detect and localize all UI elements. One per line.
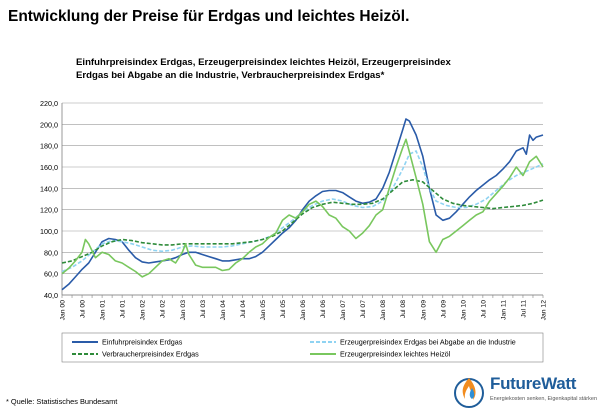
x-tick-label: Jul 09 (440, 300, 447, 318)
x-tick-label: Jan 12 (541, 300, 548, 321)
series-layer (61, 118, 544, 291)
brand-name: FutureWatt (490, 374, 577, 393)
x-tick-label: Jan 04 (220, 300, 227, 321)
x-tick-label: Jul 06 (320, 300, 327, 318)
y-tick-label: 80,0 (44, 248, 58, 257)
x-tick-label: Jul 08 (400, 300, 407, 318)
x-tick-label: Jul 00 (80, 300, 87, 318)
x-tick-label: Jan 00 (60, 300, 67, 321)
legend-layer: Einfuhrpreisindex Erdgas Erzeugerpreisind… (61, 332, 544, 363)
x-tick-label: Jan 11 (500, 300, 507, 320)
legend-box (61, 332, 544, 363)
y-tick-label: 40,0 (44, 291, 58, 300)
legend-label: Einfuhrpreisindex Erdgas (102, 338, 183, 347)
x-tick-label: Jul 03 (200, 300, 207, 318)
x-tick-label: Jan 05 (260, 300, 267, 321)
x-tick-label: Jan 03 (180, 300, 187, 321)
legend-label: Erzeugerpreisindex leichtes Heizöl (340, 350, 451, 359)
y-tick-label: 60,0 (44, 270, 58, 279)
x-tick-label: Jan 08 (380, 300, 387, 321)
source-note: * Quelle: Statistisches Bundesamt (6, 397, 118, 406)
y-tick-label: 180,0 (40, 142, 58, 151)
x-tick-label: Jul 10 (480, 300, 487, 318)
axis-layer: 40,0 60,0 80,0 100,0 120,0 140,0 160,0 180,0 200… (40, 99, 548, 320)
brand-tagline: Energiekosten senken, Eigenkapital stärk… (490, 396, 598, 402)
series-line-0 (61, 118, 544, 291)
x-tick-label: Jul 04 (240, 300, 247, 318)
y-tick-label: 140,0 (40, 184, 58, 193)
chart-title: Einfuhrpreisindex Erdgas, Erzeugerpreisi… (76, 57, 546, 82)
x-tick-label: Jul 05 (280, 300, 287, 318)
page-title: Entwicklung der Preise für Erdgas und le… (8, 8, 410, 25)
y-tick-label: 160,0 (40, 163, 58, 172)
futurewatt-logo-icon (454, 378, 484, 408)
chart-title-line: Einfuhrpreisindex Erdgas, Erzeugerpreisi… (76, 57, 451, 68)
y-tick-label: 220,0 (40, 99, 58, 108)
x-tick-label: Jan 10 (460, 300, 467, 321)
x-tick-label: Jan 01 (100, 300, 107, 321)
y-tick-label: 100,0 (40, 227, 58, 236)
legend-label: Verbraucherpreisindex Erdgas (102, 350, 199, 359)
y-tick-label: 200,0 (40, 120, 58, 129)
x-tick-label: Jan 07 (340, 300, 347, 321)
x-tick-label: Jan 09 (420, 300, 427, 321)
legend-label: Erzeugerpreisindex Erdgas bei Abgabe an … (340, 338, 516, 347)
x-tick-label: Jul 11 (520, 300, 527, 318)
x-tick-label: Jan 06 (300, 300, 307, 321)
y-tick-label: 120,0 (40, 206, 58, 215)
x-tick-label: Jan 02 (140, 300, 147, 321)
brand-logo-block[interactable]: FutureWatt Energiekosten senken, Eigenka… (450, 372, 598, 412)
x-tick-label: Jul 01 (120, 300, 127, 318)
chart-title-line: Erdgas bei Abgabe an die Industrie, Verb… (76, 69, 385, 81)
grid-layer (62, 102, 543, 296)
x-tick-label: Jul 07 (360, 300, 367, 318)
x-tick-label: Jul 02 (160, 300, 167, 318)
series-line-2 (61, 179, 544, 264)
series-line-3 (61, 138, 544, 278)
series-line-1 (61, 150, 544, 273)
